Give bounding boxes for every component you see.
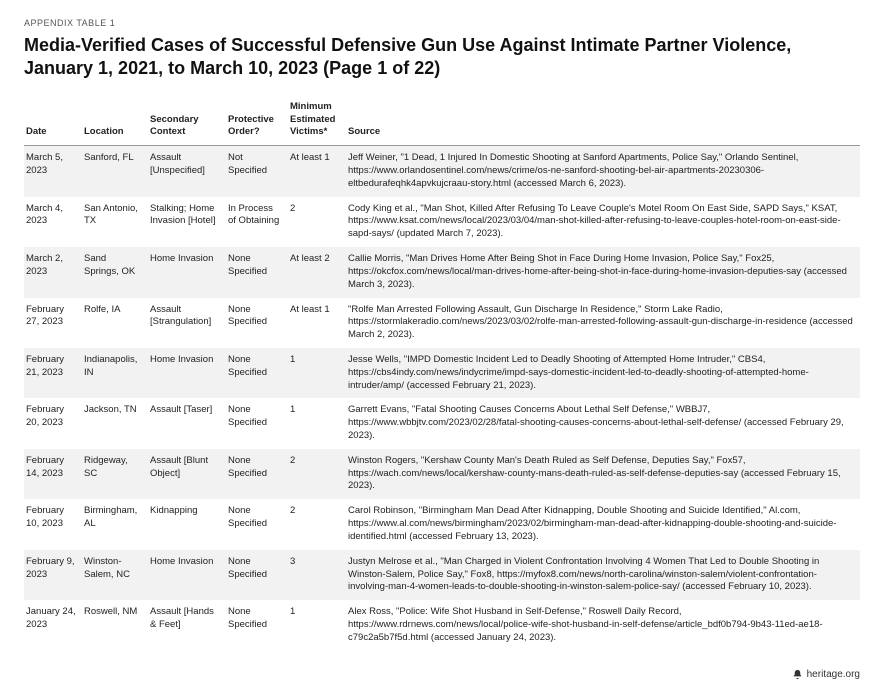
cell-date: February 14, 2023 <box>24 449 82 499</box>
cell-date: March 2, 2023 <box>24 247 82 297</box>
table-row: March 4, 2023San Antonio, TXStalking; Ho… <box>24 197 860 247</box>
cell-victims: 3 <box>288 550 346 600</box>
cell-location: Winston-Salem, NC <box>82 550 148 600</box>
cell-victims: At least 2 <box>288 247 346 297</box>
cell-source: Winston Rogers, "Kershaw County Man's De… <box>346 449 860 499</box>
col-header-context: Secondary Context <box>148 97 226 146</box>
footer-text: heritage.org <box>807 669 860 680</box>
appendix-label: APPENDIX TABLE 1 <box>24 18 860 28</box>
cell-location: Rolfe, IA <box>82 298 148 348</box>
cell-victims: 1 <box>288 398 346 448</box>
table-row: March 5, 2023Sanford, FLAssault [Unspeci… <box>24 146 860 197</box>
cell-date: February 20, 2023 <box>24 398 82 448</box>
data-table: Date Location Secondary Context Protecti… <box>24 97 860 651</box>
cell-context: Home Invasion <box>148 247 226 297</box>
cell-location: Sand Springs, OK <box>82 247 148 297</box>
page-title: Media-Verified Cases of Successful Defen… <box>24 34 860 81</box>
cell-location: Sanford, FL <box>82 146 148 197</box>
cell-source: Justyn Melrose et al., "Man Charged in V… <box>346 550 860 600</box>
table-row: February 14, 2023Ridgeway, SCAssault [Bl… <box>24 449 860 499</box>
cell-context: Assault [Unspecified] <box>148 146 226 197</box>
cell-location: San Antonio, TX <box>82 197 148 247</box>
table-row: February 9, 2023Winston-Salem, NCHome In… <box>24 550 860 600</box>
cell-victims: 2 <box>288 197 346 247</box>
cell-context: Assault [Strangulation] <box>148 298 226 348</box>
cell-order: None Specified <box>226 550 288 600</box>
cell-source: Callie Morris, "Man Drives Home After Be… <box>346 247 860 297</box>
table-row: February 20, 2023Jackson, TNAssault [Tas… <box>24 398 860 448</box>
table-row: February 21, 2023Indianapolis, INHome In… <box>24 348 860 398</box>
cell-location: Indianapolis, IN <box>82 348 148 398</box>
cell-context: Assault [Blunt Object] <box>148 449 226 499</box>
cell-victims: 2 <box>288 499 346 549</box>
cell-order: In Process of Obtaining <box>226 197 288 247</box>
cell-source: Carol Robinson, "Birmingham Man Dead Aft… <box>346 499 860 549</box>
cell-date: February 27, 2023 <box>24 298 82 348</box>
cell-order: None Specified <box>226 449 288 499</box>
cell-context: Assault [Taser] <box>148 398 226 448</box>
cell-victims: 1 <box>288 600 346 650</box>
cell-order: None Specified <box>226 600 288 650</box>
col-header-location: Location <box>82 97 148 146</box>
cell-date: March 4, 2023 <box>24 197 82 247</box>
table-header-row: Date Location Secondary Context Protecti… <box>24 97 860 146</box>
cell-date: February 10, 2023 <box>24 499 82 549</box>
table-row: February 27, 2023Rolfe, IAAssault [Stran… <box>24 298 860 348</box>
cell-order: None Specified <box>226 499 288 549</box>
cell-context: Assault [Hands & Feet] <box>148 600 226 650</box>
cell-date: March 5, 2023 <box>24 146 82 197</box>
cell-source: Garrett Evans, "Fatal Shooting Causes Co… <box>346 398 860 448</box>
table-row: January 24, 2023Roswell, NMAssault [Hand… <box>24 600 860 650</box>
cell-date: February 9, 2023 <box>24 550 82 600</box>
cell-context: Kidnapping <box>148 499 226 549</box>
cell-order: None Specified <box>226 247 288 297</box>
cell-order: None Specified <box>226 348 288 398</box>
cell-date: January 24, 2023 <box>24 600 82 650</box>
table-row: March 2, 2023Sand Springs, OKHome Invasi… <box>24 247 860 297</box>
table-body: March 5, 2023Sanford, FLAssault [Unspeci… <box>24 146 860 651</box>
cell-order: None Specified <box>226 398 288 448</box>
cell-source: Jeff Weiner, "1 Dead, 1 Injured In Domes… <box>346 146 860 197</box>
col-header-source: Source <box>346 97 860 146</box>
footer: heritage.org <box>24 669 860 680</box>
cell-order: Not Specified <box>226 146 288 197</box>
col-header-order: Protective Order? <box>226 97 288 146</box>
col-header-victims: Minimum Estimated Victims* <box>288 97 346 146</box>
cell-location: Birmingham, AL <box>82 499 148 549</box>
cell-order: None Specified <box>226 298 288 348</box>
cell-source: Cody King et al., "Man Shot, Killed Afte… <box>346 197 860 247</box>
cell-context: Stalking; Home Invasion [Hotel] <box>148 197 226 247</box>
cell-location: Ridgeway, SC <box>82 449 148 499</box>
cell-source: Alex Ross, "Police: Wife Shot Husband in… <box>346 600 860 650</box>
cell-context: Home Invasion <box>148 348 226 398</box>
cell-victims: At least 1 <box>288 146 346 197</box>
cell-location: Roswell, NM <box>82 600 148 650</box>
cell-victims: 1 <box>288 348 346 398</box>
cell-source: "Rolfe Man Arrested Following Assault, G… <box>346 298 860 348</box>
cell-victims: 2 <box>288 449 346 499</box>
col-header-date: Date <box>24 97 82 146</box>
cell-date: February 21, 2023 <box>24 348 82 398</box>
bell-icon <box>792 669 803 680</box>
cell-context: Home Invasion <box>148 550 226 600</box>
cell-victims: At least 1 <box>288 298 346 348</box>
cell-location: Jackson, TN <box>82 398 148 448</box>
table-row: February 10, 2023Birmingham, ALKidnappin… <box>24 499 860 549</box>
cell-source: Jesse Wells, "IMPD Domestic Incident Led… <box>346 348 860 398</box>
